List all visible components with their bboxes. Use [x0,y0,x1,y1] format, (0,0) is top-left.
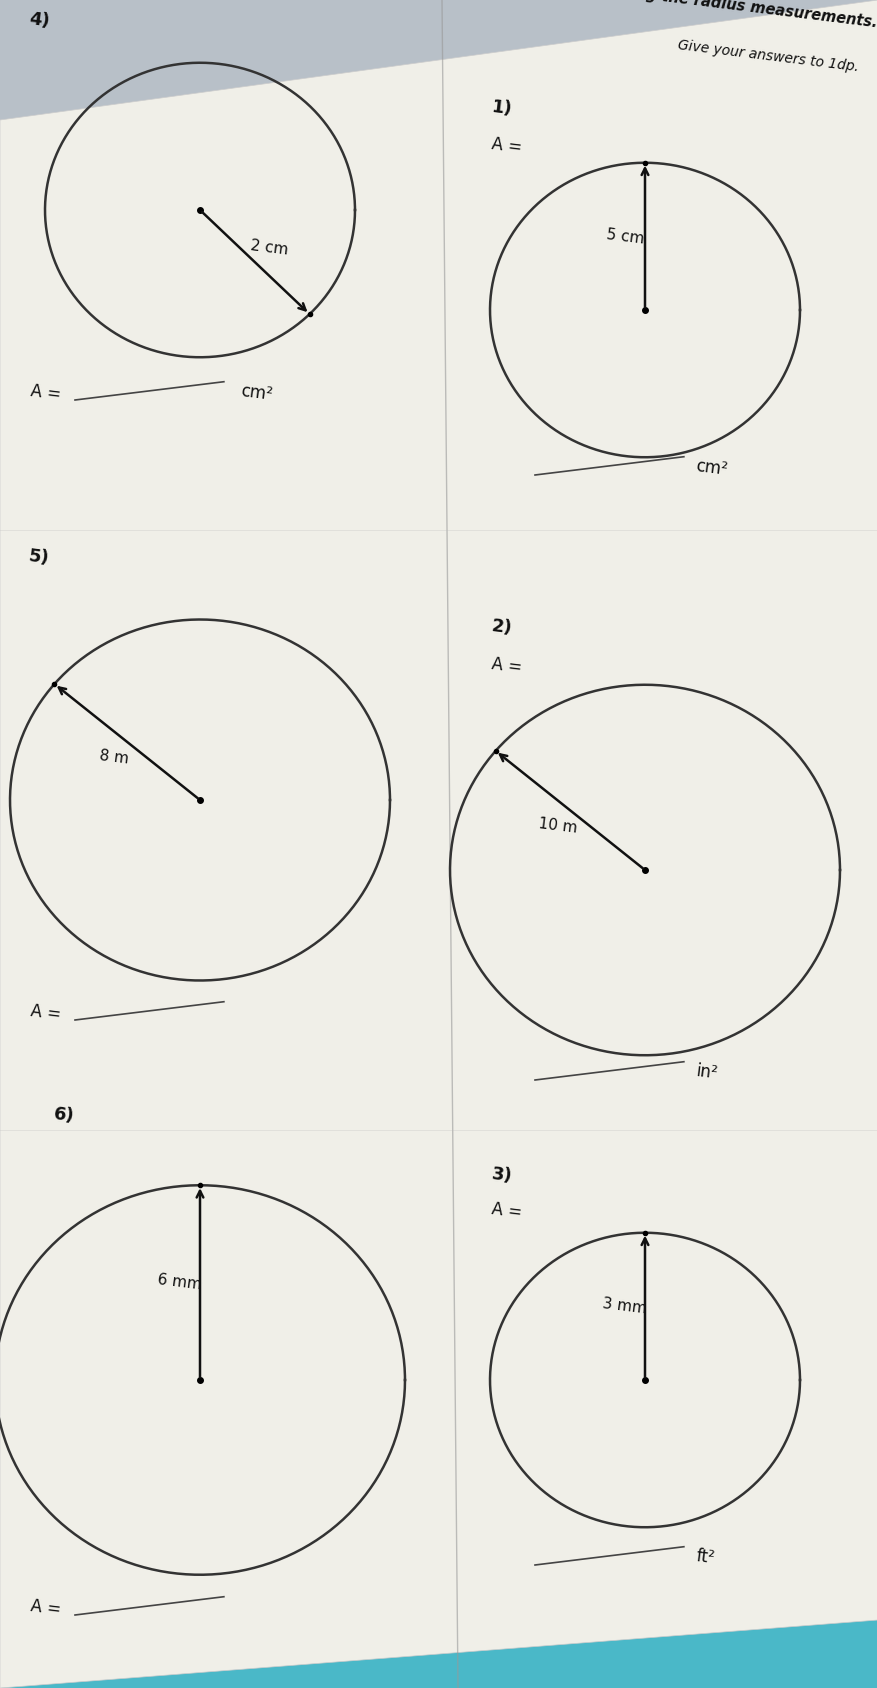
Text: 6 mm: 6 mm [157,1273,203,1293]
Text: 5 cm: 5 cm [604,226,644,246]
Text: 3 mm: 3 mm [602,1296,647,1317]
Text: A =: A = [30,381,62,403]
Text: A =: A = [30,1003,62,1023]
Text: A =: A = [490,1200,523,1222]
Text: A =: A = [30,1597,62,1619]
Text: A =: A = [490,655,523,677]
Text: 1): 1) [490,98,513,118]
Text: 4): 4) [28,10,51,30]
Text: Work out the area of these circles using the radius measurements.: Work out the area of these circles using… [327,0,877,30]
Text: in²: in² [695,1062,718,1082]
Bar [0,1620,877,1688]
Text: 2 cm: 2 cm [249,238,289,258]
Text: cm²: cm² [695,457,728,479]
Text: 8 m: 8 m [99,748,130,766]
Text: Give your answers to 1dp.: Give your answers to 1dp. [677,37,859,74]
Text: cm²: cm² [239,381,274,403]
Text: 10 m: 10 m [537,815,577,836]
Text: 6): 6) [53,1106,75,1126]
Text: 2): 2) [490,618,513,638]
Text: 5): 5) [28,547,51,567]
Text: 3): 3) [490,1165,513,1185]
Text: A =: A = [490,135,523,157]
Text: ft²: ft² [695,1548,715,1566]
